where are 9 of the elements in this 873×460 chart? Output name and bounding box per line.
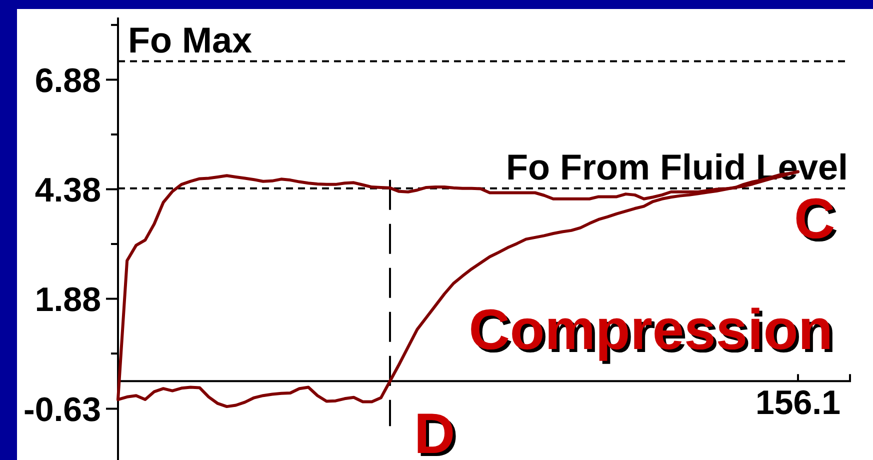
x-tick-label: 156.1: [755, 384, 841, 422]
y-tick-label: 6.88: [34, 62, 101, 100]
y-tick-label: 1.88: [34, 281, 101, 320]
ref-line-label: Fo Max: [128, 19, 252, 60]
annotation: Compression: [468, 298, 833, 362]
annotation: D: [414, 402, 456, 460]
y-tick-label: 4.38: [34, 171, 101, 210]
y-tick-label: -0.63: [24, 390, 101, 429]
annotation: C: [794, 186, 836, 251]
